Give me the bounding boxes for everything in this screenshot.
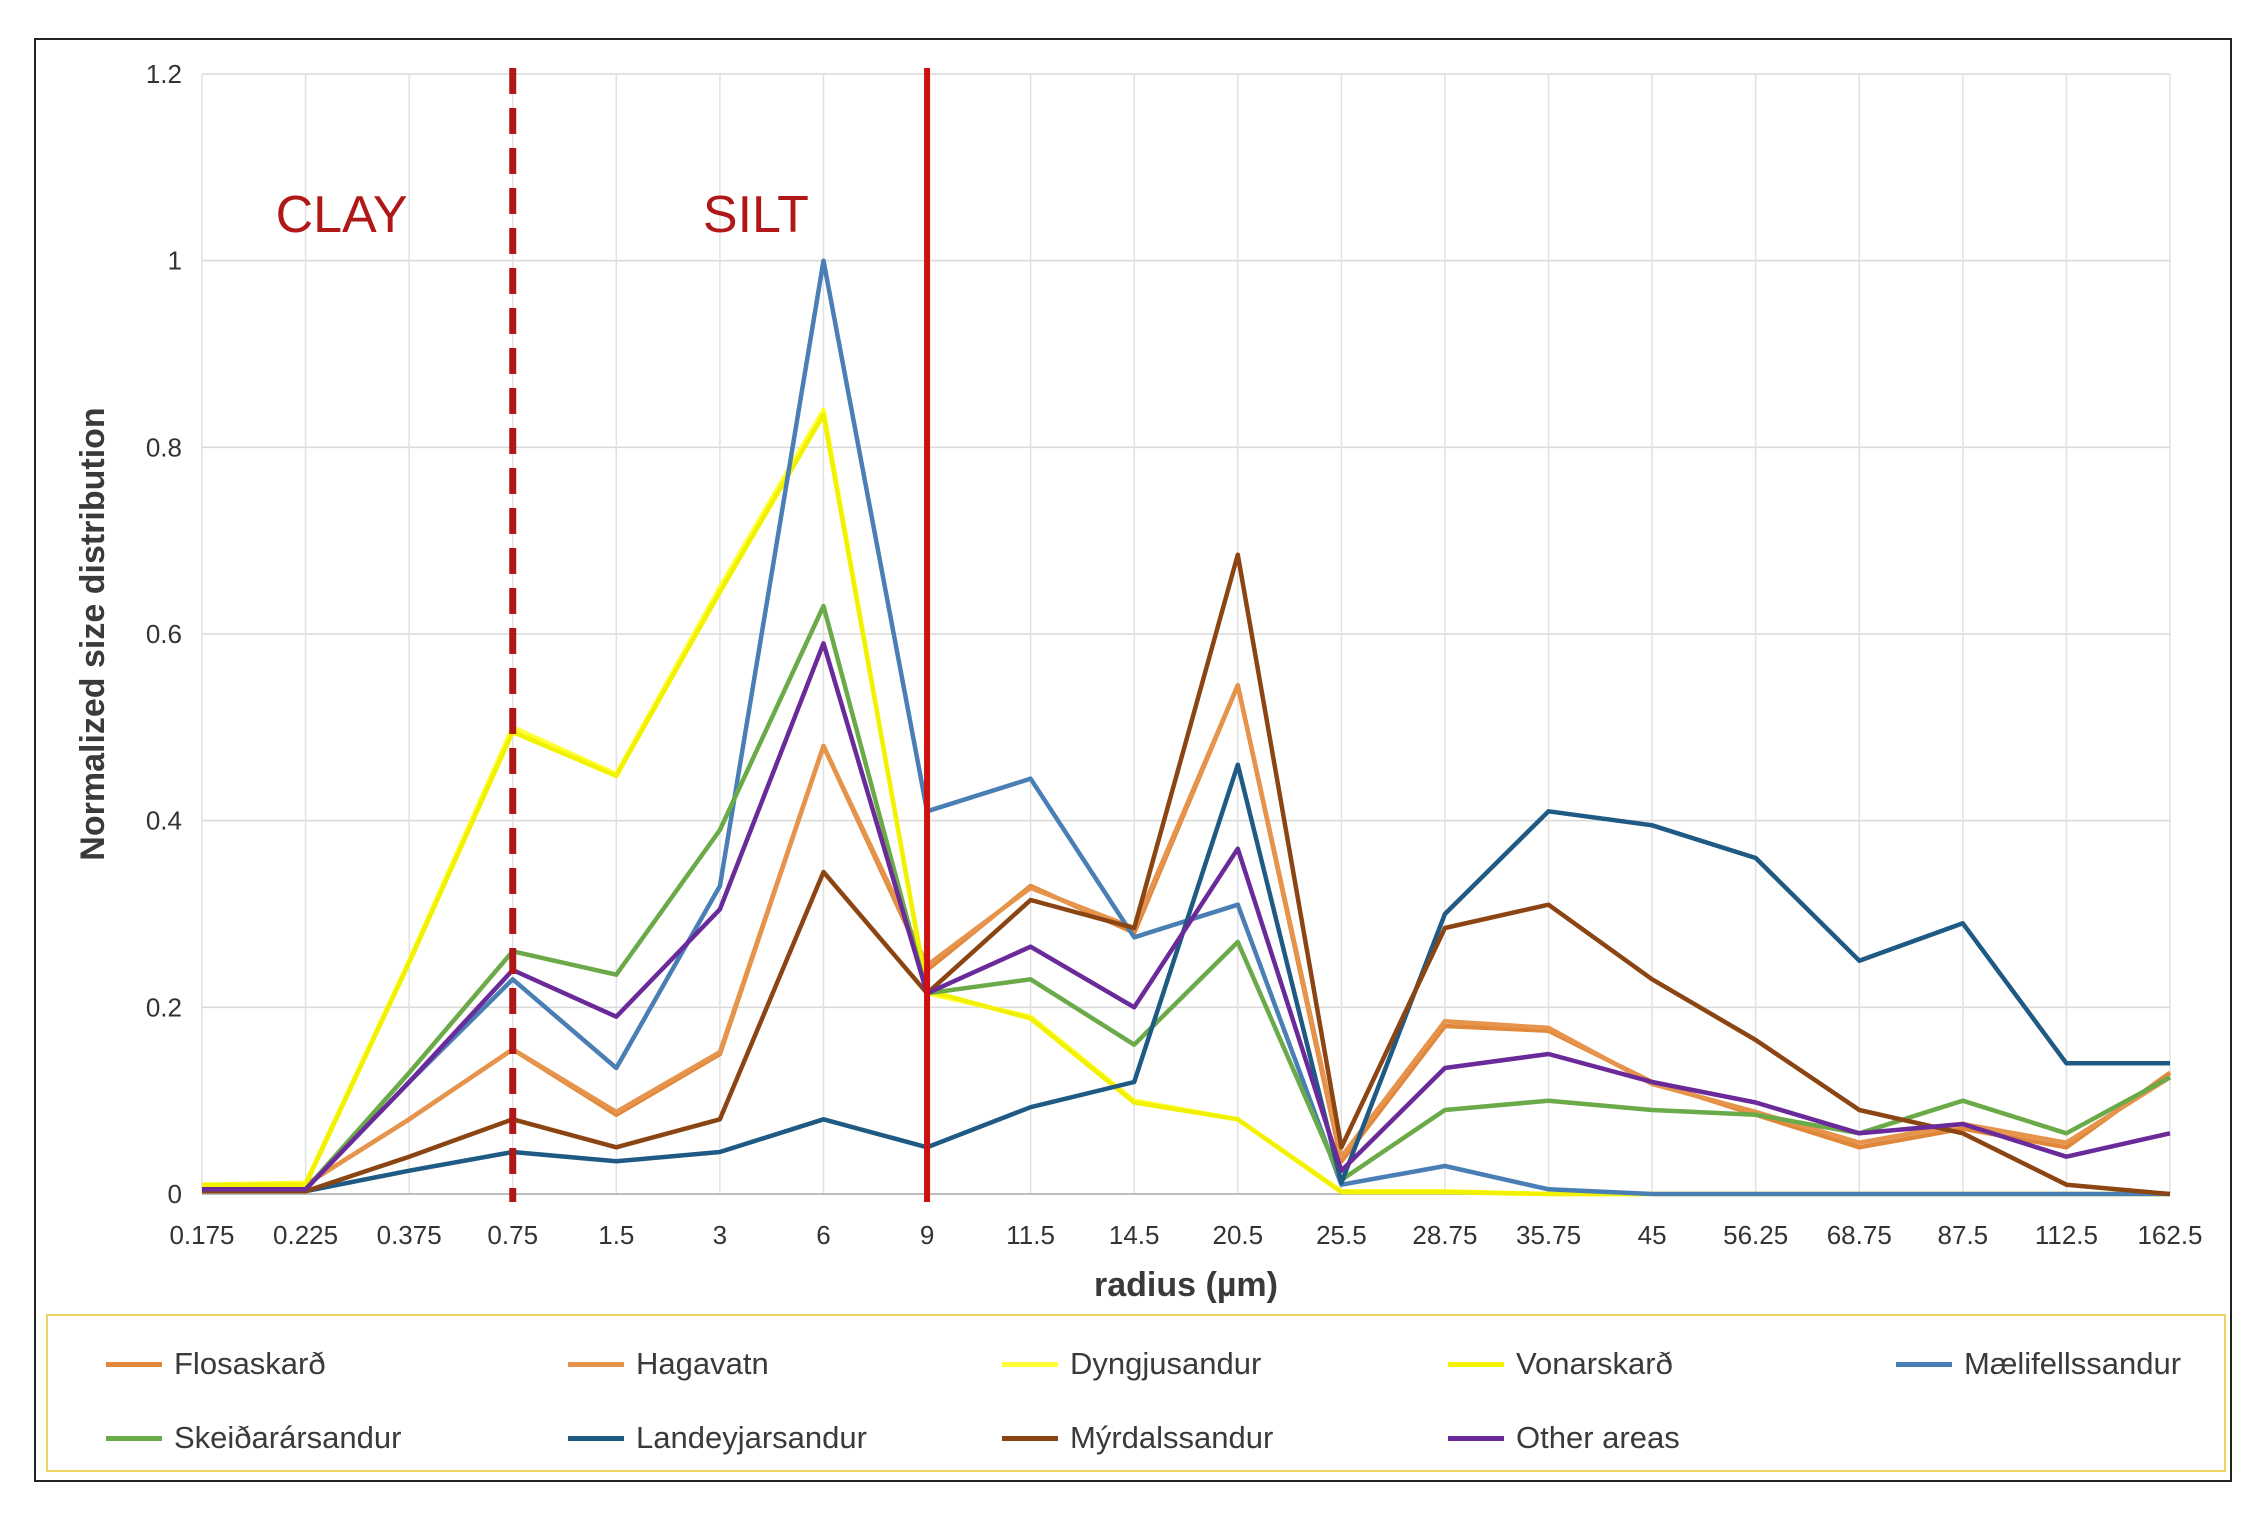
x-tick-label: 28.75 <box>1412 1220 1477 1250</box>
series-line <box>202 552 2171 1197</box>
y-tick-label: 0.2 <box>146 992 182 1022</box>
series-line <box>202 603 2172 1192</box>
x-tick-label: 20.5 <box>1212 1220 1263 1250</box>
legend-label: Dyngjusandur <box>1070 1346 1262 1381</box>
x-tick-label: 68.75 <box>1827 1220 1892 1250</box>
x-tick-label: 9 <box>920 1220 934 1250</box>
grid <box>201 73 2171 1195</box>
region-label-silt: SILT <box>703 186 809 244</box>
legend-swatch <box>1002 1361 1058 1367</box>
x-tick-label: 112.5 <box>2035 1220 2098 1250</box>
legend-item: Other areas <box>1448 1418 1680 1458</box>
legend-swatch <box>106 1361 162 1367</box>
x-tick-label: 56.25 <box>1723 1220 1788 1250</box>
x-tick-label: 162.5 <box>2137 1220 2202 1250</box>
legend-swatch <box>1002 1435 1058 1441</box>
legend-label: Hagavatn <box>636 1346 769 1381</box>
legend-item: Landeyjarsandur <box>568 1418 867 1458</box>
chart-frame <box>34 38 2232 1482</box>
x-tick-label: 0.175 <box>169 1220 234 1250</box>
tick-labels: 0 0.2 0.4 0.6 0.8 1 1.2 0.175 0.225 0.375 0.75 1.5 3… <box>146 59 2203 1250</box>
legend-item: Mælifellssandur <box>1896 1344 2181 1384</box>
x-tick-label: 0.75 <box>487 1220 538 1250</box>
series-line <box>202 258 2170 1197</box>
region-labels: CLAY SILT <box>276 186 809 244</box>
x-tick-label: 6 <box>816 1220 830 1250</box>
legend-label: Vonarskarð <box>1516 1346 1673 1381</box>
x-tick-label: 1.5 <box>598 1220 634 1250</box>
legend-swatch <box>106 1435 162 1441</box>
x-tick-label: 87.5 <box>1938 1220 1989 1250</box>
x-tick-label: 35.75 <box>1516 1220 1581 1250</box>
legend-label: Landeyjarsandur <box>636 1420 867 1455</box>
legend-label: Mýrdalssandur <box>1070 1420 1274 1455</box>
legend-item: Mýrdalssandur <box>1002 1418 1273 1458</box>
legend-item: Skeiðarársandur <box>106 1418 401 1458</box>
series-line <box>202 683 2172 1187</box>
y-tick-label: 0.4 <box>146 806 182 836</box>
x-axis-title: radius (µm) <box>1094 1266 1278 1304</box>
x-tick-label: 25.5 <box>1316 1220 1367 1250</box>
legend-item: Dyngjusandur <box>1002 1344 1261 1384</box>
reference-lines <box>509 68 931 1202</box>
series-line <box>202 762 2170 1194</box>
y-tick-label: 1.2 <box>146 59 182 89</box>
legend-swatch <box>1896 1361 1952 1367</box>
legend-item: Hagavatn <box>568 1344 769 1384</box>
legend-swatch <box>1448 1361 1504 1367</box>
y-tick-label: 1 <box>168 246 182 276</box>
region-label-clay: CLAY <box>276 186 408 244</box>
legend-swatch <box>568 1435 624 1441</box>
x-tick-label: 11.5 <box>1006 1220 1055 1250</box>
legend-label: Other areas <box>1516 1420 1680 1455</box>
legend-label: Skeiðarársandur <box>174 1420 402 1455</box>
series-line <box>202 641 2171 1192</box>
x-tick-label: 0.225 <box>273 1220 338 1250</box>
y-axis-title: Normalized size distribution <box>74 407 112 860</box>
series-lines <box>201 258 2172 1197</box>
y-tick-label: 0.8 <box>146 432 182 462</box>
legend-label: Mælifellssandur <box>1964 1346 2182 1381</box>
y-tick-label: 0.6 <box>146 619 182 649</box>
legend-swatch <box>568 1361 624 1367</box>
legend: Flosaskarð Hagavatn Dyngjusandur Vonarskarð… <box>46 1314 2226 1472</box>
legend-item: Vonarskarð <box>1448 1344 1673 1384</box>
x-tick-label: 45 <box>1638 1220 1667 1250</box>
x-tick-label: 3 <box>713 1220 727 1250</box>
legend-swatch <box>1448 1435 1504 1441</box>
y-tick-label: 0 <box>168 1179 182 1209</box>
legend-label: Flosaskarð <box>174 1346 326 1381</box>
x-tick-label: 0.375 <box>377 1220 442 1250</box>
x-tick-label: 14.5 <box>1109 1220 1160 1250</box>
legend-item: Flosaskarð <box>106 1344 326 1384</box>
